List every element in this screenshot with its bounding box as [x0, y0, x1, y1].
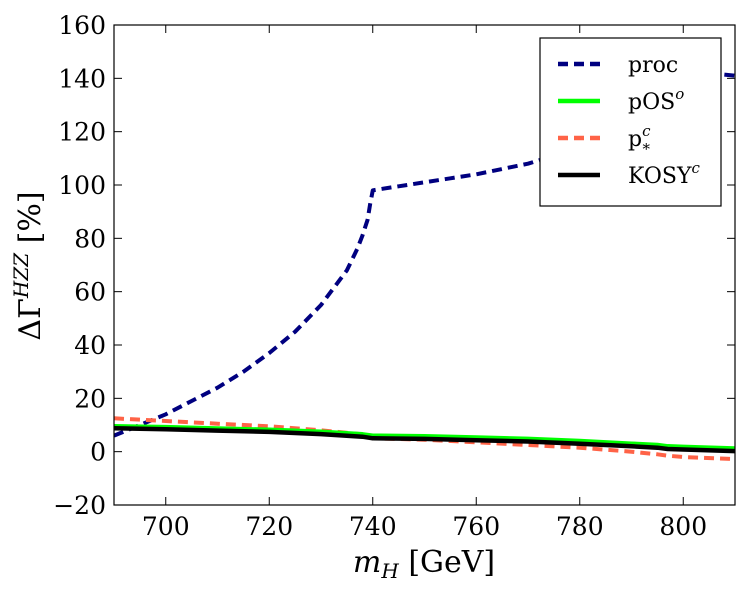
series-line-3 — [114, 425, 735, 454]
legend-box — [539, 37, 722, 207]
y-axis: −20 0 20 40 60 80 100 120 140 160 — [53, 11, 735, 520]
legend-label: pc * — [628, 122, 651, 158]
x-tick-label: 780 — [556, 512, 604, 541]
x-axis: 700 720 740 760 780 800 — [142, 25, 707, 541]
y-tick-label: 140 — [58, 64, 106, 93]
legend-label: proc — [628, 53, 678, 78]
y-tick-label: 120 — [58, 118, 106, 147]
x-tick-label: 760 — [452, 512, 500, 541]
y-tick-label: 20 — [74, 384, 106, 413]
y-tick-label: 0 — [90, 438, 106, 467]
x-tick-label: 740 — [349, 512, 397, 541]
y-tick-label: −20 — [53, 491, 106, 520]
y-tick-label: 40 — [74, 331, 106, 360]
x-axis-label: mH [GeV] — [353, 545, 495, 583]
legend-label: KOSYc — [628, 159, 700, 189]
legend-label: pOSo — [628, 85, 684, 115]
y-tick-label: 80 — [74, 224, 106, 253]
x-tick-label: 720 — [245, 512, 293, 541]
legend: proc pOSo pc *KOSYc — [539, 37, 722, 207]
y-axis-label: ΔΓHZZ [%] — [9, 191, 48, 340]
y-tick-label: 60 — [74, 278, 106, 307]
y-tick-label: 100 — [58, 171, 106, 200]
y-tick-label: 160 — [58, 11, 106, 40]
x-tick-label: 700 — [142, 512, 190, 541]
x-tick-label: 800 — [659, 512, 707, 541]
plot-frame — [113, 24, 736, 506]
